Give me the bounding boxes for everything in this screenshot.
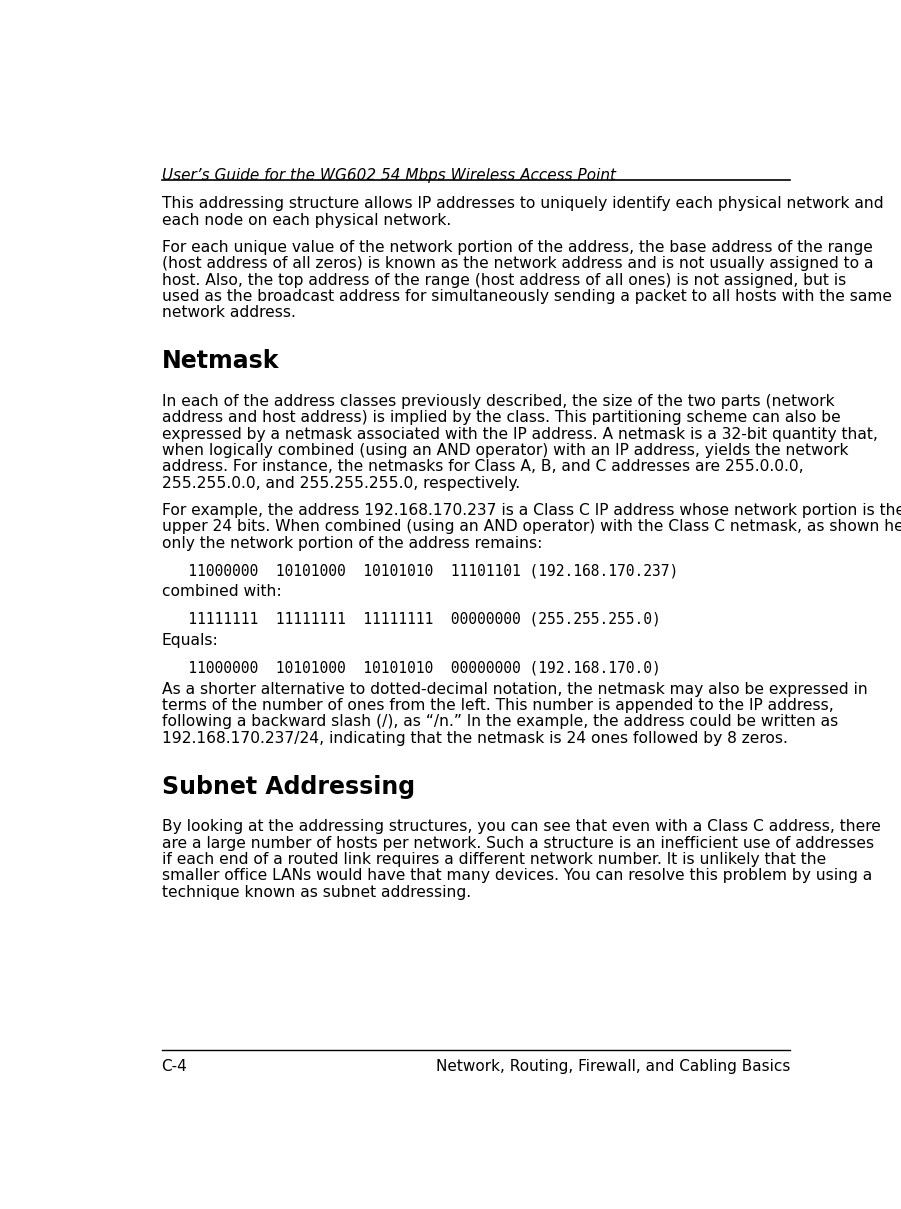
Text: address. For instance, the netmasks for Class A, B, and C addresses are 255.0.0.: address. For instance, the netmasks for … xyxy=(161,459,803,474)
Text: used as the broadcast address for simultaneously sending a packet to all hosts w: used as the broadcast address for simult… xyxy=(161,289,891,303)
Text: expressed by a netmask associated with the IP address. A netmask is a 32-bit qua: expressed by a netmask associated with t… xyxy=(161,427,878,441)
Text: (host address of all zeros) is known as the network address and is not usually a: (host address of all zeros) is known as … xyxy=(161,256,873,271)
Text: User’s Guide for the WG602 54 Mbps Wireless Access Point: User’s Guide for the WG602 54 Mbps Wirel… xyxy=(161,168,615,184)
Text: For each unique value of the network portion of the address, the base address of: For each unique value of the network por… xyxy=(161,241,872,255)
Text: if each end of a routed link requires a different network number. It is unlikely: if each end of a routed link requires a … xyxy=(161,852,825,867)
Text: smaller office LANs would have that many devices. You can resolve this problem b: smaller office LANs would have that many… xyxy=(161,868,872,884)
Text: network address.: network address. xyxy=(161,305,296,320)
Text: C-4: C-4 xyxy=(161,1059,187,1075)
Text: By looking at the addressing structures, you can see that even with a Class C ad: By looking at the addressing structures,… xyxy=(161,820,880,834)
Text: host. Also, the top address of the range (host address of all ones) is not assig: host. Also, the top address of the range… xyxy=(161,272,846,288)
Text: As a shorter alternative to dotted-decimal notation, the netmask may also be exp: As a shorter alternative to dotted-decim… xyxy=(161,682,868,696)
Text: address and host address) is implied by the class. This partitioning scheme can : address and host address) is implied by … xyxy=(161,410,841,426)
Text: For example, the address 192.168.170.237 is a Class C IP address whose network p: For example, the address 192.168.170.237… xyxy=(161,503,901,517)
Text: combined with:: combined with: xyxy=(161,584,281,600)
Text: In each of the address classes previously described, the size of the two parts (: In each of the address classes previousl… xyxy=(161,394,834,409)
Text: technique known as subnet addressing.: technique known as subnet addressing. xyxy=(161,885,470,899)
Text: Subnet Addressing: Subnet Addressing xyxy=(161,775,414,799)
Text: when logically combined (using an AND operator) with an IP address, yields the n: when logically combined (using an AND op… xyxy=(161,442,848,458)
Text: Network, Routing, Firewall, and Cabling Basics: Network, Routing, Firewall, and Cabling … xyxy=(435,1059,790,1075)
Text: 255.255.0.0, and 255.255.255.0, respectively.: 255.255.0.0, and 255.255.255.0, respecti… xyxy=(161,475,520,491)
Text: 11111111  11111111  11111111  00000000 (255.255.255.0): 11111111 11111111 11111111 00000000 (255… xyxy=(161,612,660,626)
Text: 11000000  10101000  10101010  00000000 (192.168.170.0): 11000000 10101000 10101010 00000000 (192… xyxy=(161,660,660,676)
Text: each node on each physical network.: each node on each physical network. xyxy=(161,213,450,227)
Text: are a large number of hosts per network. Such a structure is an inefficient use : are a large number of hosts per network.… xyxy=(161,835,874,851)
Text: upper 24 bits. When combined (using an AND operator) with the Class C netmask, a: upper 24 bits. When combined (using an A… xyxy=(161,520,901,534)
Text: 192.168.170.237/24, indicating that the netmask is 24 ones followed by 8 zeros.: 192.168.170.237/24, indicating that the … xyxy=(161,730,787,746)
Text: Netmask: Netmask xyxy=(161,349,279,374)
Text: terms of the number of ones from the left. This number is appended to the IP add: terms of the number of ones from the lef… xyxy=(161,698,833,713)
Text: following a backward slash (/), as “/n.” In the example, the address could be wr: following a backward slash (/), as “/n.”… xyxy=(161,715,838,729)
Text: Equals:: Equals: xyxy=(161,634,218,648)
Text: 11000000  10101000  10101010  11101101 (192.168.170.237): 11000000 10101000 10101010 11101101 (192… xyxy=(161,563,678,578)
Text: only the network portion of the address remains:: only the network portion of the address … xyxy=(161,536,542,550)
Text: This addressing structure allows IP addresses to uniquely identify each physical: This addressing structure allows IP addr… xyxy=(161,196,883,212)
